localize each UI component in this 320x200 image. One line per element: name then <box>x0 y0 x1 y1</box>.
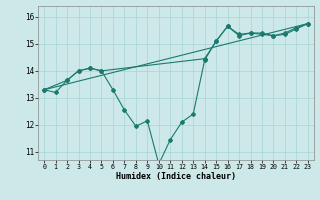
X-axis label: Humidex (Indice chaleur): Humidex (Indice chaleur) <box>116 172 236 181</box>
